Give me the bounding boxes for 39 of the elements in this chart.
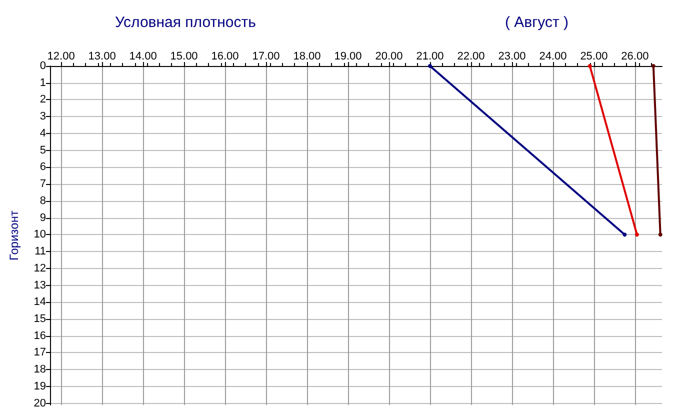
y-tick-label: 15	[34, 312, 46, 325]
x-tick-label: 13.00	[88, 50, 116, 62]
y-tick-label: 12	[34, 262, 46, 274]
y-tick-label: 5	[40, 144, 46, 156]
chart-subtitle: ( Август )	[505, 14, 568, 31]
y-tick-label: 19	[34, 380, 46, 392]
y-tick-label: 18	[34, 364, 46, 376]
y-tick-label: 11	[34, 246, 46, 258]
y-tick-label: 20	[34, 397, 46, 410]
y-tick-label: 9	[40, 212, 46, 224]
x-tick-label: 16.00	[211, 50, 239, 62]
y-tick-label: 4	[40, 127, 46, 140]
y-tick-label: 2	[40, 94, 46, 106]
x-tick-label: 26.00	[621, 50, 649, 62]
x-tick-label: 20.00	[375, 50, 403, 62]
y-tick-label: 13	[34, 279, 46, 292]
y-tick-label: 14	[34, 296, 46, 308]
x-tick-label: 21.00	[416, 50, 444, 62]
chart-title: Условная плотность	[115, 14, 256, 31]
x-tick-label: 15.00	[170, 50, 198, 62]
y-tick-label: 10	[34, 228, 46, 241]
x-tick-label: 25.00	[580, 50, 608, 62]
x-tick-label: 22.00	[457, 50, 485, 62]
x-tick-label: 17.00	[252, 50, 280, 62]
x-tick-label: 14.00	[129, 50, 157, 62]
y-tick-label: 6	[40, 161, 46, 174]
x-tick-label: 24.00	[539, 50, 567, 62]
x-tick-label: 18.00	[293, 50, 321, 62]
y-tick-label: 8	[40, 194, 46, 207]
y-tick-label: 0	[40, 60, 46, 72]
y-tick-label: 3	[40, 110, 46, 123]
x-tick-label: 12.00	[47, 50, 75, 62]
y-tick-label: 16	[34, 330, 46, 342]
y-axis-title: Горизонт	[7, 210, 21, 260]
x-tick-label: 19.00	[334, 50, 362, 62]
y-tick-label: 7	[40, 178, 46, 190]
y-tick-label: 17	[34, 346, 46, 359]
y-tick-label: 1	[40, 76, 46, 89]
x-tick-label: 23.00	[498, 50, 526, 62]
